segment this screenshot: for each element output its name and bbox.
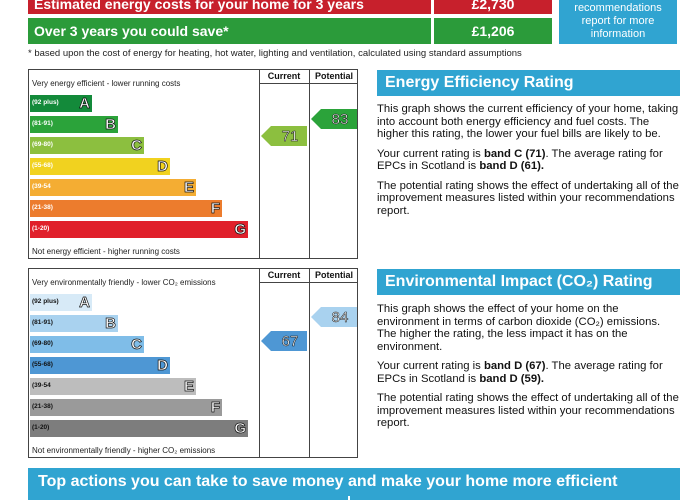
section-rule: [28, 496, 348, 500]
paragraph: This graph shows the current efficiency …: [377, 103, 679, 140]
energy-efficiency-heading: Energy Efficiency Rating: [377, 70, 680, 96]
band-letter: D: [157, 357, 169, 375]
environmental-impact-chart: Current Potential Very environmentally f…: [28, 268, 358, 458]
band-letter: G: [234, 420, 246, 438]
potential-column-header: Potential: [314, 71, 353, 81]
band-c: (69-80) C: [30, 336, 144, 353]
paragraph: This graph shows the effect of your home…: [377, 303, 661, 353]
band-a: (92 plus) A: [30, 294, 92, 311]
band-b: (81-91) B: [30, 315, 118, 332]
energy-efficiency-description: This graph shows the current efficiency …: [377, 103, 680, 224]
band-range: (1-20): [32, 424, 50, 431]
energy-efficiency-chart: Current Potential Very energy efficient …: [28, 69, 358, 259]
estimated-costs-value: £2,730: [434, 0, 552, 14]
band-range: (55-68): [32, 162, 53, 169]
band-letter: A: [79, 95, 91, 113]
average-band: band D (61).: [479, 160, 545, 172]
section-rule: [350, 496, 680, 500]
paragraph: The potential rating shows the effect of…: [377, 392, 679, 429]
band-g: (1-20) G: [30, 420, 248, 437]
estimated-costs-label: Estimated energy costs for your home for…: [28, 0, 431, 14]
band-letter: C: [131, 336, 143, 354]
band-range: (69-80): [32, 340, 53, 347]
savings-label: Over 3 years you could save*: [28, 18, 431, 44]
recommendations-note: recommendations report for more informat…: [559, 0, 677, 44]
chart-bottom-caption: Not environmentally friendly - higher CO…: [32, 446, 216, 455]
band-a: (92 plus) A: [30, 95, 92, 112]
band-range: (21-38): [32, 204, 53, 211]
current-column-header: Current: [267, 270, 301, 280]
band-c: (69-80) C: [30, 137, 144, 154]
band-g: (1-20) G: [30, 221, 248, 238]
text: . The average rating for EPCs in Scotlan…: [377, 147, 663, 173]
environmental-impact-heading: Environmental Impact (CO₂) Rating: [377, 269, 680, 295]
cost-footnote: * based upon the cost of energy for heat…: [28, 48, 522, 59]
savings-row: Over 3 years you could save* £1,206: [28, 18, 552, 44]
chart-top-caption: Very energy efficient - lower running co…: [32, 79, 181, 88]
band-range: (81-91): [32, 319, 53, 326]
average-band: band D (59).: [479, 372, 545, 385]
paragraph: Your current rating is band D (67). The …: [377, 360, 680, 385]
top-actions-banner: Top actions you can take to save money a…: [28, 468, 680, 496]
header-divider: [259, 83, 357, 84]
current-column-header: Current: [267, 71, 301, 81]
arrow-shape: [261, 126, 307, 147]
band-f: (21-38) F: [30, 200, 222, 217]
band-letter: D: [157, 158, 169, 176]
band-range: (39-54: [32, 382, 51, 389]
band-range: (92 plus): [32, 99, 59, 106]
estimated-costs-row: Estimated energy costs for your home for…: [28, 0, 552, 14]
potential-rating-arrow: 84: [311, 306, 357, 327]
chart-top-caption: Very environmentally friendly - lower CO…: [32, 278, 216, 287]
band-range: (81-91): [32, 120, 53, 127]
potential-rating-value: 84: [331, 308, 349, 327]
header-divider: [259, 282, 357, 283]
band-range: (1-20): [32, 225, 50, 232]
potential-rating-arrow: 83: [311, 109, 357, 130]
band-letter: A: [79, 294, 91, 312]
band-e: (39-54 E: [30, 378, 196, 395]
chart-bottom-caption: Not energy efficient - higher running co…: [32, 247, 180, 256]
band-letter: B: [105, 315, 117, 333]
band-letter: E: [183, 378, 195, 396]
arrow-shape: [261, 331, 307, 352]
current-rating-arrow: 71: [261, 126, 307, 147]
savings-value: £1,206: [434, 18, 552, 44]
current-rating-value: 71: [281, 128, 299, 146]
text: . The average rating for EPCs in Scotlan…: [377, 360, 663, 385]
current-rating-value: 67: [281, 333, 299, 351]
band-e: (39-54 E: [30, 179, 196, 196]
band-d: (55-68) D: [30, 158, 170, 175]
current-band: band C (71): [483, 147, 546, 160]
text: Your current rating is: [377, 360, 484, 372]
band-letter: F: [210, 200, 220, 218]
arrow-shape: [311, 109, 357, 130]
current-rating-arrow: 67: [261, 331, 307, 352]
band-letter: E: [183, 179, 195, 197]
band-letter: F: [210, 399, 220, 417]
current-band: band D (67): [483, 360, 546, 372]
potential-rating-value: 83: [331, 111, 349, 129]
paragraph: The potential rating shows the effect of…: [377, 179, 679, 217]
band-f: (21-38) F: [30, 399, 222, 416]
band-range: (39-54: [32, 183, 51, 190]
column-divider: [259, 70, 260, 258]
band-letter: C: [131, 137, 143, 155]
arrow-shape: [311, 306, 357, 327]
environmental-impact-description: This graph shows the effect of your home…: [377, 303, 680, 437]
paragraph: Your current rating is band C (71). The …: [377, 148, 680, 173]
column-divider: [259, 269, 260, 457]
band-range: (55-68): [32, 361, 53, 368]
band-range: (21-38): [32, 403, 53, 410]
band-b: (81-91) B: [30, 116, 118, 133]
column-divider: [309, 70, 310, 258]
band-d: (55-68) D: [30, 357, 170, 374]
band-range: (69-80): [32, 141, 53, 148]
band-letter: B: [105, 116, 117, 134]
text: Your current rating is: [377, 147, 484, 160]
column-divider: [309, 269, 310, 457]
potential-column-header: Potential: [314, 270, 353, 280]
band-letter: G: [234, 221, 246, 239]
band-range: (92 plus): [32, 298, 59, 305]
